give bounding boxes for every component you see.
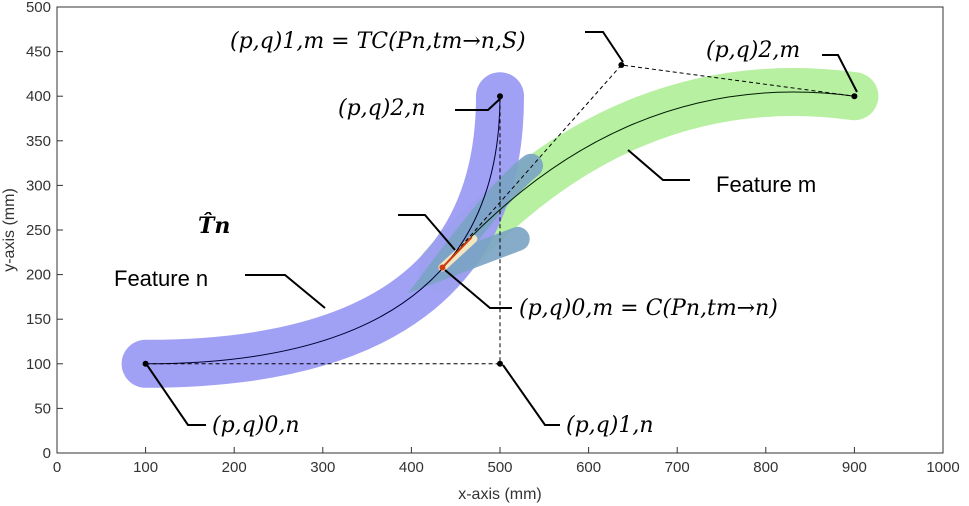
control-point-1m <box>618 61 625 68</box>
label-p1n: (p,q)1,n <box>566 413 653 438</box>
x-tick-label: 300 <box>310 459 335 476</box>
leader-feature-n <box>245 274 326 309</box>
label-feature-m: Feature m <box>716 172 816 197</box>
y-tick-label: 500 <box>26 0 51 16</box>
x-axis-ticks: 0 100 200 300 400 500 600 700 800 900 1000 <box>53 447 960 476</box>
y-axis-label: y-axis (mm) <box>1 188 18 272</box>
y-tick-label: 250 <box>26 222 51 239</box>
control-point-2m <box>851 93 858 100</box>
label-p2m: (p,q)2,m <box>706 38 800 63</box>
y-tick-label: 200 <box>26 267 51 284</box>
leader-p1m <box>585 31 624 63</box>
y-tick-label: 150 <box>26 311 51 328</box>
leader-p0n <box>146 364 206 426</box>
label-p1m: (p,q)1,m = TC(Pn,tm→n,S) <box>230 29 526 54</box>
control-point-1n <box>497 360 503 367</box>
x-tick-label: 0 <box>53 459 61 476</box>
x-axis-label: x-axis (mm) <box>458 486 542 503</box>
feature-n-control-polygon <box>145 96 501 365</box>
x-tick-label: 500 <box>487 459 512 476</box>
x-tick-label: 1000 <box>926 459 959 476</box>
y-tick-label: 50 <box>34 400 51 417</box>
x-tick-label: 700 <box>665 459 690 476</box>
control-point-0m <box>439 264 446 271</box>
label-tn: T̂n <box>198 213 230 239</box>
label-p0m: (p,q)0,m = C(Pn,tm→n) <box>519 296 778 321</box>
y-axis-ticks: 0 50 100 150 200 250 300 350 400 450 500 <box>26 0 63 462</box>
x-tick-label: 600 <box>576 459 601 476</box>
x-tick-label: 400 <box>399 459 424 476</box>
x-tick-label: 200 <box>222 459 247 476</box>
x-tick-label: 900 <box>842 459 867 476</box>
label-p2n: (p,q)2,n <box>338 96 425 121</box>
leader-p2n <box>455 96 503 111</box>
leader-p0m <box>444 269 512 309</box>
leader-feature-m <box>627 149 690 181</box>
y-tick-label: 450 <box>26 44 51 61</box>
label-feature-n: Feature n <box>114 266 208 291</box>
y-tick-label: 100 <box>26 356 51 373</box>
feature-n-curve <box>145 96 501 365</box>
y-tick-label: 300 <box>26 177 51 194</box>
y-tick-label: 350 <box>26 133 51 150</box>
y-tick-label: 0 <box>43 445 51 462</box>
leader-tn <box>398 214 456 251</box>
feature-m-curve <box>442 91 855 268</box>
leader-p1n <box>502 364 560 426</box>
leader-p2m <box>822 54 858 93</box>
tangent-segment <box>441 236 473 269</box>
x-tick-label: 800 <box>753 459 778 476</box>
x-tick-label: 100 <box>133 459 158 476</box>
y-tick-label: 400 <box>26 88 51 105</box>
label-p0n: (p,q)0,n <box>212 413 299 438</box>
